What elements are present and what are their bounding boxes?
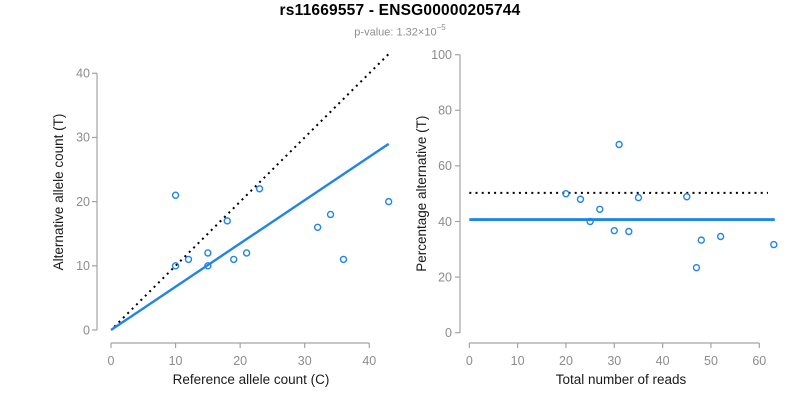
right-x-tick-label: 40	[656, 354, 670, 368]
left-x-tick-label: 30	[298, 354, 312, 368]
right-scatter-plot: 0 20 40 60 80 100 0 10 20 30 40 50 60 Total number of…	[414, 48, 778, 387]
data-point	[229, 255, 238, 264]
data-point	[339, 255, 348, 264]
right-y-tick-label: 20	[438, 270, 452, 284]
p-value-subtitle: p-value: 1.32×10−5	[0, 23, 800, 39]
left-y-tick-label: 10	[76, 259, 90, 273]
right-y-tick-label: 80	[438, 104, 452, 118]
data-point	[586, 217, 594, 226]
data-point	[625, 227, 633, 236]
left-x-tick-label: 10	[169, 354, 183, 368]
data-point	[184, 255, 193, 264]
left-y-tick-label: 0	[83, 323, 90, 337]
right-y-axis-title: Percentage alternative (T)	[414, 116, 429, 272]
left-x-tick-label: 40	[362, 354, 376, 368]
data-point	[692, 263, 701, 272]
data-point	[770, 240, 778, 249]
right-y-tick-label: 60	[438, 159, 452, 173]
data-point	[384, 197, 393, 206]
data-point	[562, 189, 570, 198]
right-x-axis-title: Total number of reads	[556, 372, 687, 387]
left-x-tick-label: 20	[233, 354, 247, 368]
right-x-tick-label: 60	[752, 354, 766, 368]
right-x-tick-label: 20	[559, 354, 573, 368]
data-point	[171, 262, 180, 270]
data-point	[326, 210, 335, 219]
data-point	[697, 236, 705, 244]
data-point	[615, 140, 623, 149]
data-point	[634, 193, 643, 202]
data-point	[683, 193, 691, 201]
data-point	[223, 217, 231, 225]
p-value-exponent: −5	[436, 23, 446, 32]
data-point	[242, 249, 251, 257]
data-point	[716, 232, 725, 241]
regression-line	[110, 142, 390, 331]
p-value-text: p-value: 1.32×10	[354, 26, 437, 39]
data-point	[596, 205, 604, 213]
right-x-tick-label: 50	[704, 354, 718, 368]
left-y-tick-label: 30	[76, 131, 90, 145]
data-point	[610, 226, 618, 235]
left-y-tick-label: 40	[76, 67, 90, 81]
right-x-tick-label: 10	[511, 354, 525, 368]
left-x-axis-title: Reference allele count (C)	[173, 372, 330, 387]
figure-title: rs11669557 - ENSG00000205744	[279, 2, 521, 19]
right-x-tick-label: 30	[607, 354, 621, 368]
right-y-tick-label: 40	[438, 215, 452, 229]
right-y-tick-label: 100	[431, 48, 452, 62]
data-point	[313, 223, 322, 232]
data-point	[204, 249, 212, 257]
left-x-tick-label: 0	[108, 354, 115, 368]
identity-line	[113, 52, 391, 328]
data-point	[171, 191, 180, 199]
data-point	[576, 195, 585, 203]
left-scatter-plot: 0 10 20 30 40 0 10 20 30 40 Reference allele count…	[51, 52, 393, 387]
data-point	[204, 262, 212, 270]
left-y-axis-title: Alternative allele count (T)	[51, 114, 66, 271]
right-x-tick-label: 0	[466, 354, 473, 368]
right-y-tick-label: 0	[445, 326, 452, 340]
data-point	[255, 185, 264, 193]
left-y-tick-label: 20	[76, 195, 90, 209]
